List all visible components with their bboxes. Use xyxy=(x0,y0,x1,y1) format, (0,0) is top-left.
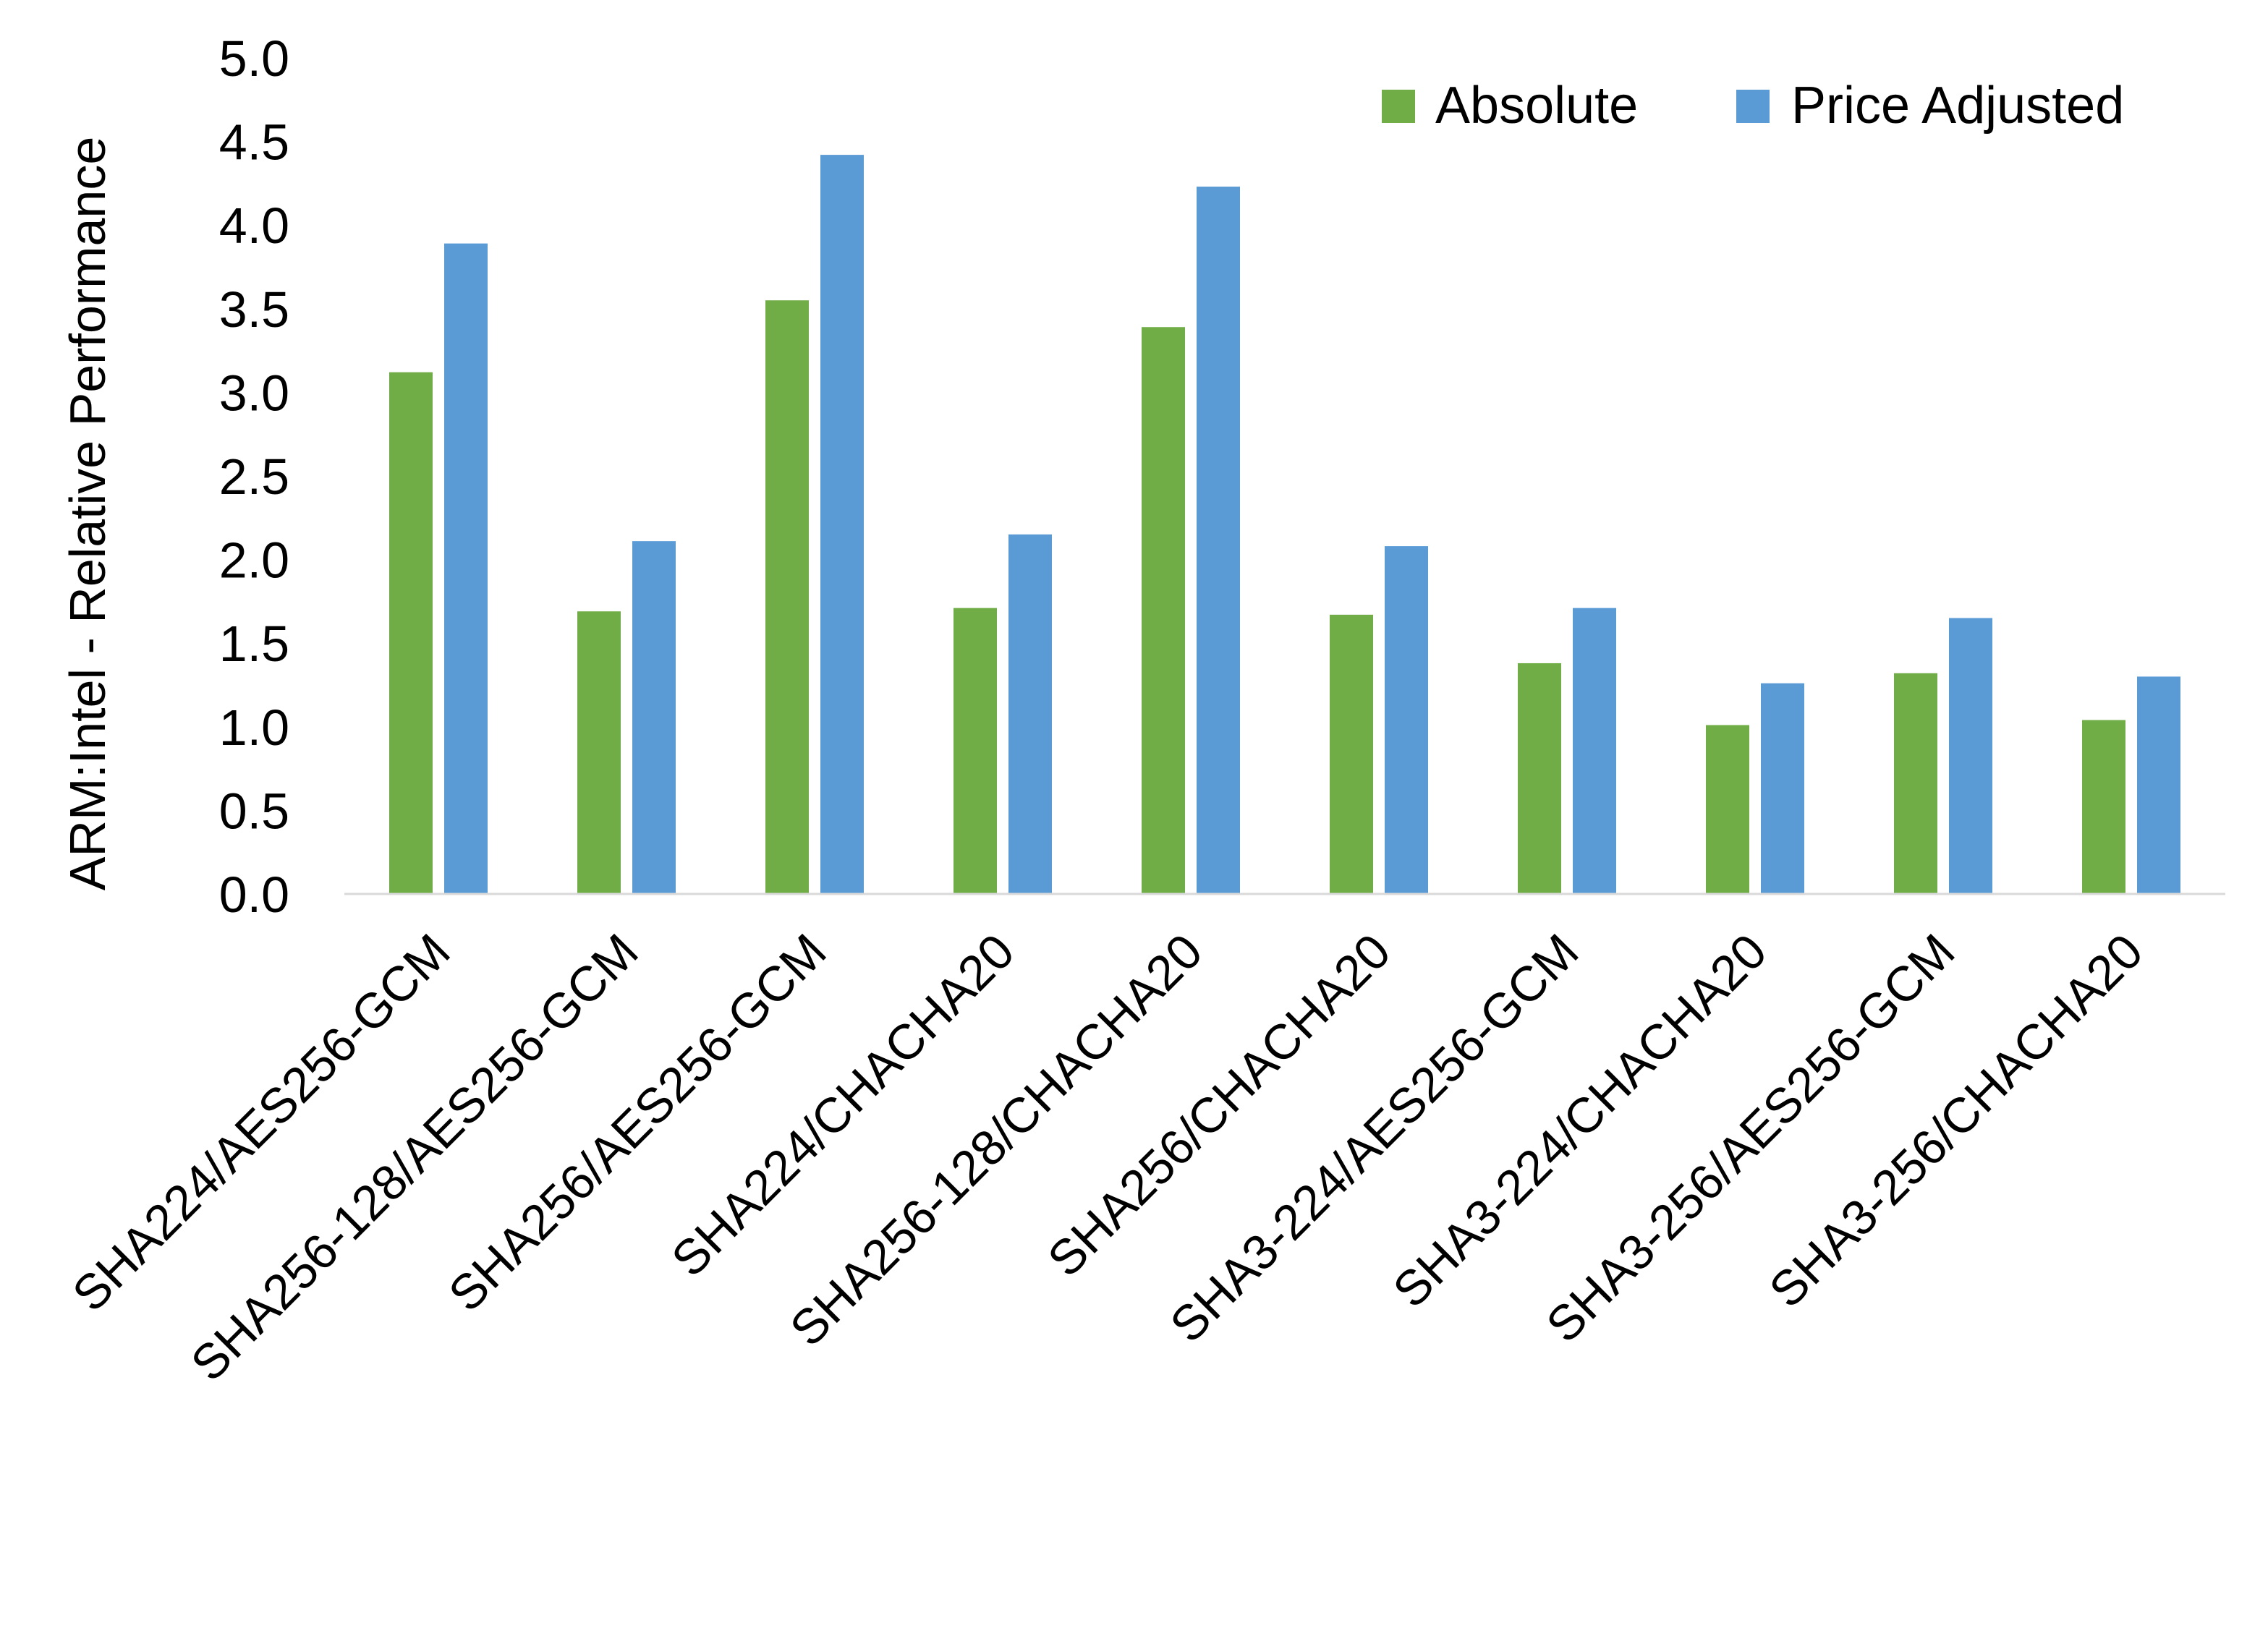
bar-price-adjusted xyxy=(1761,683,1804,894)
bar-price-adjusted xyxy=(1197,187,1240,894)
y-tick-label: 5.0 xyxy=(219,30,289,87)
bar-price-adjusted xyxy=(1385,546,1428,894)
y-tick-label: 4.0 xyxy=(219,197,289,254)
y-tick-label: 2.5 xyxy=(219,448,289,505)
x-category-label: SHA224/CHACHA20 xyxy=(661,924,1025,1287)
y-tick-label: 4.5 xyxy=(219,114,289,171)
y-tick-label: 3.0 xyxy=(219,365,289,421)
x-category-label: SHA224/AES256-GCM xyxy=(62,924,461,1322)
bar-price-adjusted xyxy=(2137,676,2180,894)
y-tick-label: 0.5 xyxy=(219,783,289,839)
bar-price-adjusted xyxy=(444,243,488,895)
x-category-label: SHA3-256/CHACHA20 xyxy=(1759,924,2153,1318)
bar-absolute xyxy=(1142,327,1185,894)
legend: Absolute Price Adjusted xyxy=(1382,77,2124,135)
bar-absolute xyxy=(765,300,809,894)
x-category-label: SHA256/CHACHA20 xyxy=(1037,924,1401,1287)
y-tick-label: 2.0 xyxy=(219,532,289,589)
bar-absolute xyxy=(1706,725,1749,894)
legend-swatch-absolute xyxy=(1382,90,1415,123)
bar-price-adjusted xyxy=(632,541,676,894)
bar-absolute xyxy=(577,611,621,894)
legend-swatch-price-adjusted xyxy=(1736,90,1770,123)
bar-absolute xyxy=(954,608,997,894)
y-tick-label: 0.0 xyxy=(219,866,289,923)
bar-price-adjusted xyxy=(1949,618,1992,894)
bar-absolute xyxy=(1330,614,1373,894)
y-tick-label: 1.0 xyxy=(219,699,289,756)
legend-label-price-adjusted: Price Adjusted xyxy=(1791,77,2124,135)
bar-price-adjusted xyxy=(1008,534,1052,894)
bar-absolute xyxy=(389,372,433,894)
bar-absolute xyxy=(1894,673,1937,894)
y-axis-label: ARM:Intel - Relative Performance xyxy=(59,137,116,891)
bar-price-adjusted xyxy=(1573,608,1616,894)
bar-price-adjusted xyxy=(820,155,864,894)
bar-absolute xyxy=(1518,663,1561,894)
x-category-label: SHA256/AES256-GCM xyxy=(438,924,837,1322)
legend-label-absolute: Absolute xyxy=(1435,77,1638,135)
bar-absolute xyxy=(2082,720,2125,894)
x-category-label: SHA3-224/CHACHA20 xyxy=(1383,924,1777,1318)
y-tick-label: 3.5 xyxy=(219,281,289,338)
y-tick-label: 1.5 xyxy=(219,616,289,672)
